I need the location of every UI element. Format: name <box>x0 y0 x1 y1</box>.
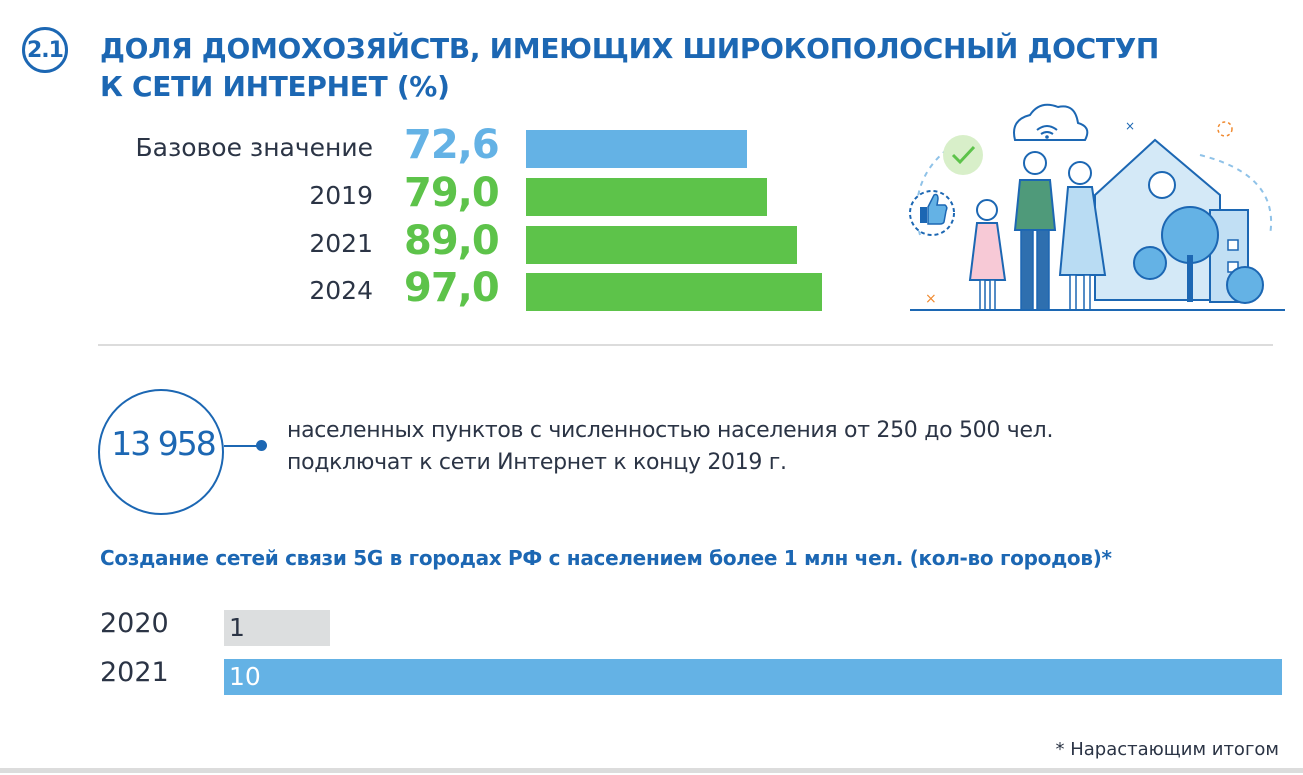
svg-text:×: × <box>925 291 937 307</box>
broadband-bar <box>526 130 747 168</box>
broadband-category-label: Базовое значение <box>135 133 374 162</box>
family-house-illustration: × × <box>909 103 1285 311</box>
5g-bar <box>224 610 330 646</box>
broadband-value-label: 97,0 <box>404 265 500 311</box>
bottom-border <box>0 768 1303 773</box>
broadband-bar <box>526 226 797 264</box>
checkmark-icon <box>943 135 983 175</box>
stat-description: населенных пунктов с численностью населе… <box>287 415 1167 479</box>
cloud-wifi-icon <box>1013 103 1089 141</box>
5g-bar <box>224 659 1282 695</box>
stat-description-line2: подключат к сети Интернет к концу 2019 г… <box>287 450 787 475</box>
stat-connector <box>224 445 260 447</box>
5g-year-label: 2021 <box>100 657 169 688</box>
broadband-value-label: 89,0 <box>404 218 500 264</box>
5g-value-label: 10 <box>229 662 261 691</box>
family-icon <box>968 151 1107 311</box>
broadband-category-label: 2024 <box>309 276 373 305</box>
section-number-badge: 2.1 <box>22 27 68 73</box>
broadband-category-label: 2021 <box>309 229 373 258</box>
broadband-value-label: 72,6 <box>404 122 500 168</box>
broadband-bar <box>526 178 767 216</box>
page-title-line1: ДОЛЯ ДОМОХОЗЯЙСТВ, ИМЕЮЩИХ ШИРОКОПОЛОСНЫ… <box>100 32 1160 65</box>
stat-connector-dot <box>256 440 267 451</box>
page-title-line2: К СЕТИ ИНТЕРНЕТ (%) <box>100 70 450 103</box>
svg-text:×: × <box>1125 119 1135 133</box>
5g-chart-title: Создание сетей связи 5G в городах РФ с н… <box>100 546 1112 570</box>
page-title: ДОЛЯ ДОМОХОЗЯЙСТВ, ИМЕЮЩИХ ШИРОКОПОЛОСНЫ… <box>100 30 1200 106</box>
broadband-value-label: 79,0 <box>404 170 500 216</box>
broadband-category-label: 2019 <box>309 181 373 210</box>
footnote: * Нарастающим итогом <box>1055 739 1279 760</box>
stat-description-line1: населенных пунктов с численностью населе… <box>287 418 1054 443</box>
5g-value-label: 1 <box>229 613 245 642</box>
5g-year-label: 2020 <box>100 608 169 639</box>
stat-number: 13 958 <box>111 424 216 463</box>
broadband-bar <box>526 273 822 311</box>
stat-circle <box>98 389 224 515</box>
section-divider <box>98 344 1273 346</box>
tree-icon <box>1133 206 1264 304</box>
thumbs-up-icon <box>909 190 955 236</box>
